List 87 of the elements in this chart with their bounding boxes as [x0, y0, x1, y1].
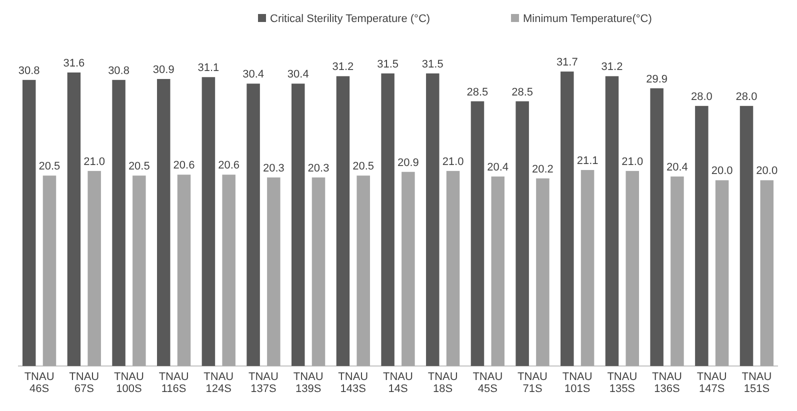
data-label: 31.2 [332, 61, 354, 74]
data-label: 29.9 [646, 73, 668, 86]
data-label: 21.1 [576, 155, 598, 168]
x-tick-label: TNAU 71S [518, 371, 548, 395]
x-tick-label: TNAU 147S [696, 371, 727, 395]
data-label: 20.0 [711, 165, 733, 178]
data-label: 20.6 [173, 160, 195, 172]
bar [580, 170, 594, 366]
bar [292, 84, 305, 366]
bar [202, 77, 216, 366]
x-tick-label: TNAU 116S [158, 371, 189, 395]
bar [222, 174, 236, 366]
data-label: 20.5 [128, 160, 150, 173]
bar [267, 177, 280, 366]
x-tick-label: TNAU 101S [562, 371, 592, 395]
x-tick-label: TNAU 136S [652, 371, 682, 395]
bar [177, 174, 191, 366]
data-label: 20.5 [352, 160, 374, 173]
data-label: 31.7 [556, 56, 578, 69]
data-label: 30.4 [287, 68, 309, 81]
bar [715, 180, 729, 366]
bar [470, 101, 484, 366]
bar [536, 178, 550, 366]
x-tick-label: TNAU 67S [69, 371, 100, 395]
data-label: 28.0 [690, 90, 712, 103]
x-tick-label: TNAU 139S [293, 371, 324, 395]
data-label: 28.5 [466, 86, 488, 98]
data-label: 20.0 [756, 165, 778, 178]
data-label: 28.5 [512, 86, 534, 98]
data-label: 31.2 [601, 61, 623, 74]
bar [426, 73, 440, 366]
data-label: 20.2 [532, 163, 554, 176]
bar [356, 176, 370, 366]
bar [88, 170, 101, 366]
x-tick-label: TNAU 18S [428, 371, 458, 395]
data-label: 21.0 [442, 156, 464, 168]
bar [42, 176, 56, 366]
data-label: 30.9 [152, 64, 174, 76]
bar [605, 76, 619, 366]
bar [132, 176, 146, 366]
bar [760, 180, 774, 366]
data-label: 31.1 [198, 62, 220, 74]
data-label: 20.9 [397, 156, 419, 169]
x-tick-label: TNAU 151S [742, 371, 772, 395]
bar [516, 101, 529, 366]
x-tick-label: TNAU 14S [383, 371, 414, 395]
data-label: 20.4 [666, 162, 688, 174]
data-label: 30.8 [18, 64, 40, 77]
bar [336, 76, 350, 366]
data-label: 21.0 [84, 156, 106, 168]
data-label: 20.5 [38, 160, 60, 173]
legend-label: Minimum Temperature(°C) [523, 13, 652, 25]
x-tick-label: TNAU 100S [114, 371, 144, 395]
data-label: 31.5 [422, 58, 444, 70]
bar [381, 73, 394, 366]
x-tick-label: TNAU 143S [338, 371, 368, 395]
bar [156, 78, 170, 366]
data-label: 30.8 [108, 64, 130, 77]
bar [402, 172, 415, 366]
data-label: 31.5 [377, 58, 399, 70]
data-label: 20.4 [487, 162, 509, 174]
x-tick-label: TNAU 45S [472, 371, 503, 395]
x-tick-label: TNAU 137S [248, 371, 279, 395]
data-label: 28.0 [736, 90, 758, 103]
x-tick-label: TNAU 135S [607, 371, 638, 395]
data-label: 30.4 [242, 68, 264, 81]
bar [670, 176, 684, 366]
data-label: 20.6 [218, 160, 240, 172]
bar [112, 80, 126, 366]
bar [446, 170, 460, 366]
bar [246, 84, 260, 366]
bar [22, 80, 36, 366]
bar [695, 106, 708, 366]
data-label: 31.6 [63, 57, 85, 70]
bar [650, 88, 664, 366]
x-tick-label: TNAU 46S [24, 371, 54, 395]
data-label: 20.3 [308, 162, 330, 174]
x-tick-label: TNAU 124S [204, 371, 234, 395]
data-label: 21.0 [622, 156, 644, 168]
legend-label: Critical Sterility Temperature (°C) [270, 13, 430, 25]
bar [740, 106, 754, 366]
bar [67, 72, 81, 366]
bar [312, 177, 326, 366]
bar [626, 170, 639, 366]
data-label: 20.3 [262, 162, 284, 174]
bar [491, 176, 504, 366]
bar [560, 72, 574, 366]
